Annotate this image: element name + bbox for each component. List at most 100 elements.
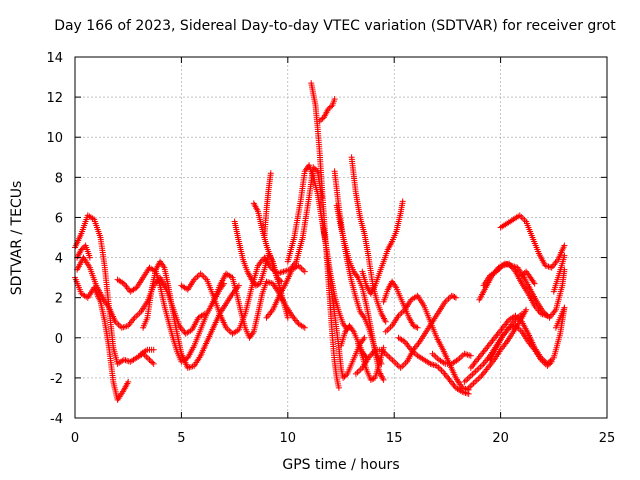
series-arc-10: [261, 170, 274, 241]
series-arc-31: [480, 260, 551, 319]
data-point: [125, 378, 132, 385]
data-point: [316, 118, 323, 125]
data-point: [301, 324, 308, 331]
data-point: [465, 390, 472, 397]
y-tick-label: 0: [55, 332, 63, 347]
series-arc-7: [210, 270, 308, 341]
y-axis-label: SDTVAR / TECUs: [9, 180, 25, 296]
series-arc-37: [263, 262, 308, 321]
x-tick-label: 5: [177, 431, 185, 446]
data-point: [340, 374, 347, 381]
series-arc-32: [497, 212, 568, 271]
data-point: [311, 165, 318, 172]
data-point: [150, 346, 157, 353]
series-arc-24: [395, 334, 472, 397]
data-point: [451, 294, 458, 300]
series-arc-23: [382, 292, 472, 393]
series-arc-22: [352, 292, 459, 377]
data-point: [149, 359, 156, 366]
data-point: [326, 104, 333, 111]
series-arc-36: [74, 242, 93, 261]
data-point: [86, 254, 93, 261]
data-point: [414, 324, 421, 331]
series-arc-16: [333, 202, 387, 383]
plot-border: [74, 56, 608, 419]
series-arc-21: [380, 278, 421, 331]
data-point: [467, 352, 474, 359]
data-point: [150, 360, 157, 367]
series-arc-1: [72, 212, 157, 367]
data-point: [452, 294, 459, 301]
data-series: [72, 80, 568, 403]
series-arc-19: [348, 154, 389, 325]
data-point: [399, 198, 406, 205]
data-point: [382, 318, 389, 325]
data-point: [146, 356, 153, 363]
x-tick-label: 25: [599, 431, 616, 446]
data-point: [301, 268, 308, 275]
y-tick-label: 8: [55, 171, 63, 186]
data-point: [531, 280, 538, 287]
data-point: [361, 334, 368, 341]
data-point: [518, 310, 525, 317]
data-point: [328, 103, 335, 110]
series-arc-35: [552, 304, 568, 331]
data-point: [380, 376, 387, 383]
data-point: [343, 372, 349, 379]
data-point: [518, 272, 525, 279]
data-point: [410, 322, 417, 329]
data-point: [523, 306, 530, 313]
data-point: [284, 314, 291, 321]
data-point: [331, 96, 338, 103]
data-point: [413, 324, 420, 331]
data-point: [199, 272, 206, 279]
x-tick-label: 0: [71, 431, 79, 446]
series-arc-8: [231, 218, 285, 289]
data-point: [547, 360, 554, 367]
data-point: [252, 282, 259, 289]
data-point: [318, 116, 325, 123]
y-tick-label: 10: [46, 131, 63, 146]
y-tick-label: 4: [55, 252, 63, 267]
y-tick-label: 14: [46, 51, 63, 66]
y-tick-label: 6: [55, 211, 63, 226]
series-arc-6: [178, 164, 325, 337]
data-point: [254, 282, 261, 288]
series-arc-25: [429, 350, 474, 367]
y-tick-label: -4: [50, 412, 63, 427]
data-point: [147, 358, 154, 365]
data-point: [561, 242, 568, 249]
data-point: [450, 293, 457, 300]
series-arc-30: [476, 260, 568, 321]
axis-ticks: 0 5 10 15 20 25 -4 -2 0 2 4 6 8 10 12 14: [46, 51, 615, 446]
y-tick-label: -2: [50, 372, 63, 387]
data-point: [544, 362, 551, 369]
data-point: [78, 246, 85, 253]
series-arc-27: [461, 310, 525, 385]
data-point: [561, 252, 568, 259]
x-tick-label: 15: [386, 431, 403, 446]
x-tick-label: 10: [280, 431, 297, 446]
data-point: [411, 323, 418, 330]
y-tick-label: 12: [46, 91, 63, 106]
series-arc-3: [74, 254, 208, 337]
data-point: [548, 358, 555, 365]
data-point: [335, 384, 342, 391]
series-arc-20: [359, 198, 406, 297]
data-point: [544, 312, 551, 319]
y-tick-label: 2: [55, 292, 63, 307]
data-point: [561, 304, 568, 311]
series-arc-14: [318, 214, 368, 381]
series-arc-38: [138, 346, 157, 357]
chart-title: Day 166 of 2023, Sidereal Day-to-day VTE…: [54, 18, 616, 34]
data-point: [369, 376, 376, 383]
series-arc-34: [518, 268, 538, 287]
x-axis-label: GPS time / hours: [282, 457, 400, 473]
series-arc-5: [140, 258, 242, 371]
data-point: [448, 292, 455, 299]
data-point: [367, 376, 374, 383]
data-point: [382, 328, 389, 335]
series-arc-33: [550, 252, 568, 295]
